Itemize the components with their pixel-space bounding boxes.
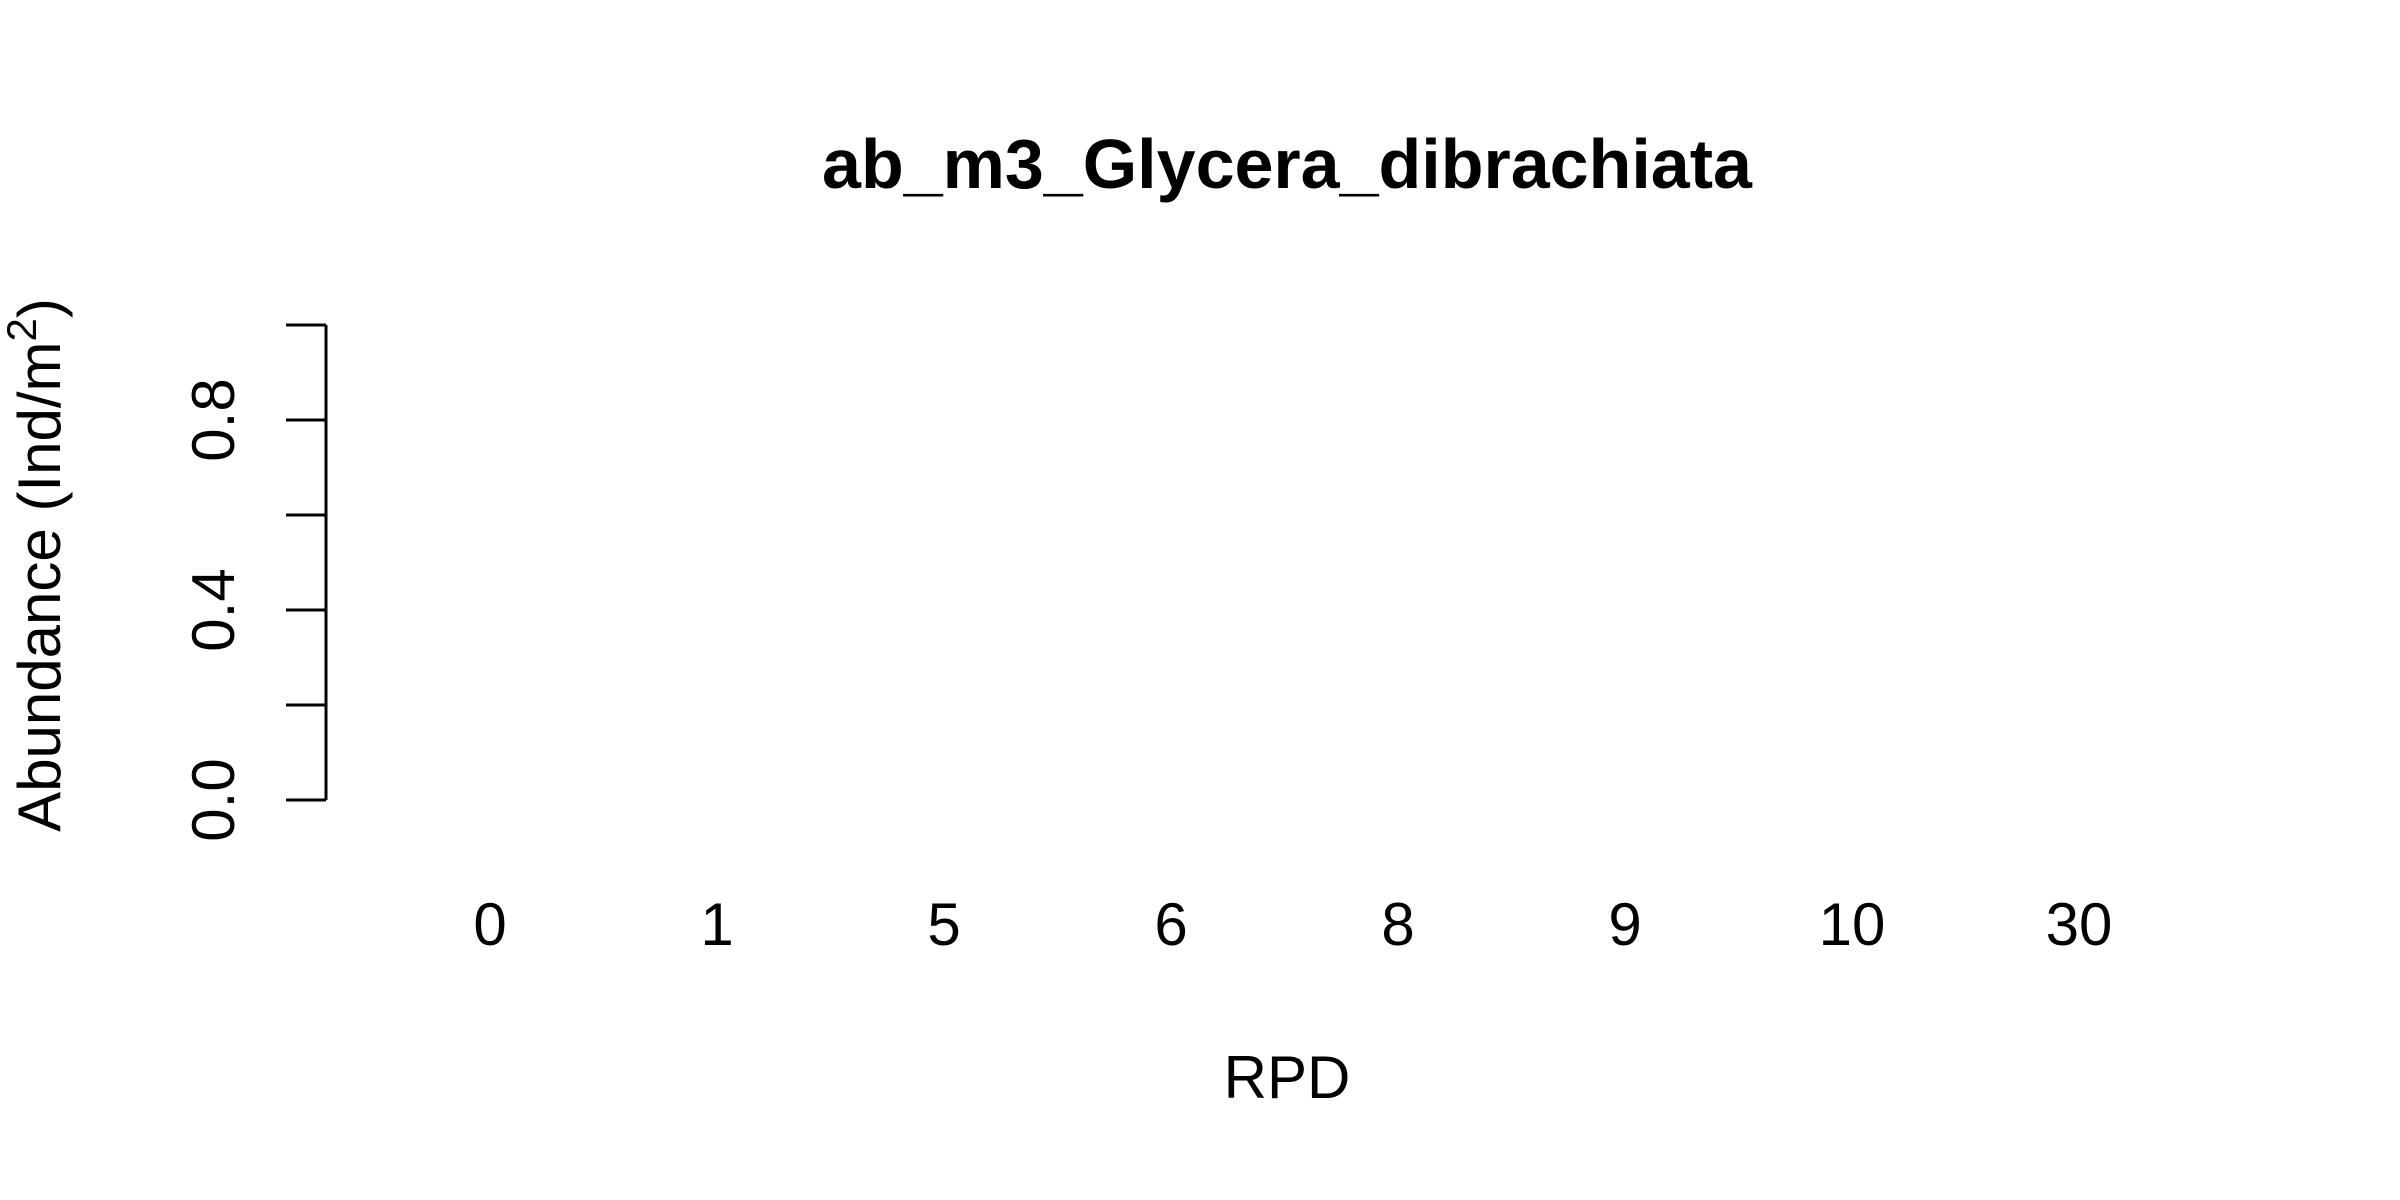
x-category-label: 30: [2046, 891, 2113, 958]
y-axis: 0.0 0.4 0.8: [180, 323, 328, 842]
x-category-label: 5: [927, 891, 960, 958]
x-category-label: 6: [1154, 891, 1187, 958]
x-category-label: 9: [1608, 891, 1641, 958]
y-axis-label-main: Abundance (Ind/m: [6, 342, 73, 832]
x-category-label: 1: [700, 891, 733, 958]
chart-title: ab_m3_Glycera_dibrachiata: [822, 125, 1753, 203]
x-axis-label: RPD: [1224, 1044, 1351, 1111]
x-axis: 0 1 5 6 8 9 10 30: [473, 891, 2112, 958]
y-axis-label-suffix: ): [6, 298, 73, 318]
y-tick-label: 0.8: [180, 378, 247, 461]
x-category-label: 0: [473, 891, 506, 958]
y-axis-label: Abundance (Ind/m2): [0, 298, 73, 832]
x-category-label: 8: [1381, 891, 1414, 958]
y-tick-label: 0.4: [180, 568, 247, 651]
y-tick-label: 0.0: [180, 758, 247, 841]
x-category-label: 10: [1819, 891, 1886, 958]
y-axis-label-superscript: 2: [0, 318, 45, 341]
